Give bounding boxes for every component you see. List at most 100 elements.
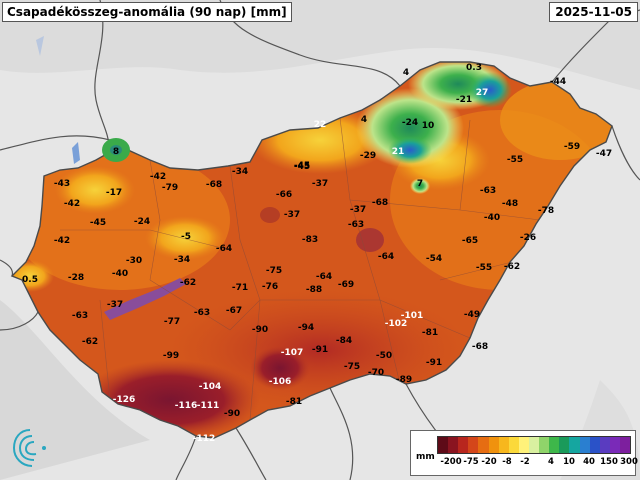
station-value-label: -78 [538,206,554,216]
legend-swatch [559,437,570,453]
station-value-label: -89 [396,375,412,385]
station-value-label: -104 [199,382,222,392]
station-value-label: 22 [314,120,327,130]
station-value-label: -70 [368,368,384,378]
map-title: Csapadékösszeg-anomália (90 nap) [mm] [2,2,292,22]
station-value-label: 0.3 [466,63,482,73]
legend-tick-label: 10 [563,457,575,467]
legend-swatch [458,437,469,453]
station-value-label: -29 [360,151,376,161]
station-value-label: 7 [417,179,423,189]
legend-ticks: -200 -75 -20 -8 -2 4 10 40 150 300 [433,457,638,469]
legend-swatch [599,437,610,453]
station-value-label: -64 [216,244,232,254]
station-value-label: -81 [286,397,302,407]
station-value-label: -84 [336,336,352,346]
station-value-label: -21 [456,95,472,105]
legend-unit-label: mm [416,452,435,462]
station-value-label: -64 [316,272,332,282]
station-value-label: -71 [232,283,248,293]
legend-swatch [478,437,489,453]
station-value-label: -37 [284,210,300,220]
station-value-label: -91 [426,358,442,368]
station-value-label: -40 [112,269,128,279]
station-value-label: -49 [464,310,480,320]
station-value-label: -24 [402,118,418,128]
station-value-label: -43 [54,179,70,189]
station-value-label: -5 [181,232,191,242]
legend-swatch [498,437,509,453]
station-value-label: -107 [281,348,304,358]
legend-tick-label: -8 [502,457,512,467]
station-value-label: -44 [550,77,566,87]
legend-swatch [518,437,529,453]
agency-logo [10,426,50,470]
station-value-label: -63 [480,186,496,196]
station-value-label: -24 [134,217,150,227]
station-value-label: -83 [302,235,318,245]
station-value-label: -116 [175,401,198,411]
station-value-label: -65 [462,236,478,246]
station-value-label: -64 [378,252,394,262]
station-value-label: -66 [276,190,292,200]
station-value-label: -106 [269,377,292,387]
station-value-label: -88 [306,285,322,295]
station-value-label: 27 [476,88,489,98]
legend-swatch [569,437,580,453]
legend-swatch [438,437,449,453]
station-value-label: -50 [376,351,392,361]
legend-tick-label: -200 [440,457,462,467]
station-value-label: -90 [252,325,268,335]
legend-swatch [549,437,560,453]
station-value-label: -101 [401,311,424,321]
station-value-label: -37 [312,179,328,189]
legend-tick-label: 300 [620,457,638,467]
station-value-label: -91 [312,345,328,355]
station-value-label: 10 [422,121,435,131]
station-value-label: -37 [350,205,366,215]
legend-tick-label: 40 [583,457,595,467]
station-value-label: -45 [294,162,310,172]
station-value-label: -94 [298,323,314,333]
station-value-label: -79 [162,183,178,193]
station-value-label: -63 [194,308,210,318]
map-date: 2025-11-05 [549,2,638,22]
legend-swatch [528,437,540,453]
station-value-label: -111 [197,401,220,411]
station-value-label: 0.5 [22,275,38,285]
legend-swatch [508,437,519,453]
station-value-label: -75 [266,266,282,276]
station-value-label: -30 [126,256,142,266]
station-value-label: -81 [422,328,438,338]
station-value-label: -112 [193,434,216,444]
station-value-label: -55 [507,155,523,165]
station-value-label: -48 [502,199,518,209]
station-value-label: -76 [262,282,278,292]
station-value-label: -55 [476,263,492,273]
station-value-label: -45 [294,161,310,171]
station-value-label: -63 [72,311,88,321]
station-value-label: 4 [403,68,409,78]
legend-tick-label: 4 [548,457,554,467]
legend-swatch [589,437,600,453]
station-value-label: -28 [68,273,84,283]
station-value-label: -54 [426,254,442,264]
station-value-label: -42 [64,199,80,209]
legend-tick-label: -20 [481,457,497,467]
station-value-label: -42 [150,172,166,182]
station-value-label: -68 [372,198,388,208]
station-value-label: -59 [564,142,580,152]
station-value-label: 4 [361,115,367,125]
station-value-label: -40 [484,213,500,223]
station-value-label: -34 [232,167,248,177]
station-value-label: -47 [596,149,612,159]
station-value-label: 21 [392,147,405,157]
station-value-label: -67 [226,306,242,316]
color-scale-legend: mm -200 -75 -20 -8 -2 4 10 40 150 300 [410,430,638,476]
station-value-label: -17 [106,188,122,198]
station-value-label: -77 [164,317,180,327]
station-value-label: -68 [206,180,222,190]
station-value-label: -26 [520,233,536,243]
station-value-label: 8 [113,147,119,157]
station-value-label: -75 [344,362,360,372]
